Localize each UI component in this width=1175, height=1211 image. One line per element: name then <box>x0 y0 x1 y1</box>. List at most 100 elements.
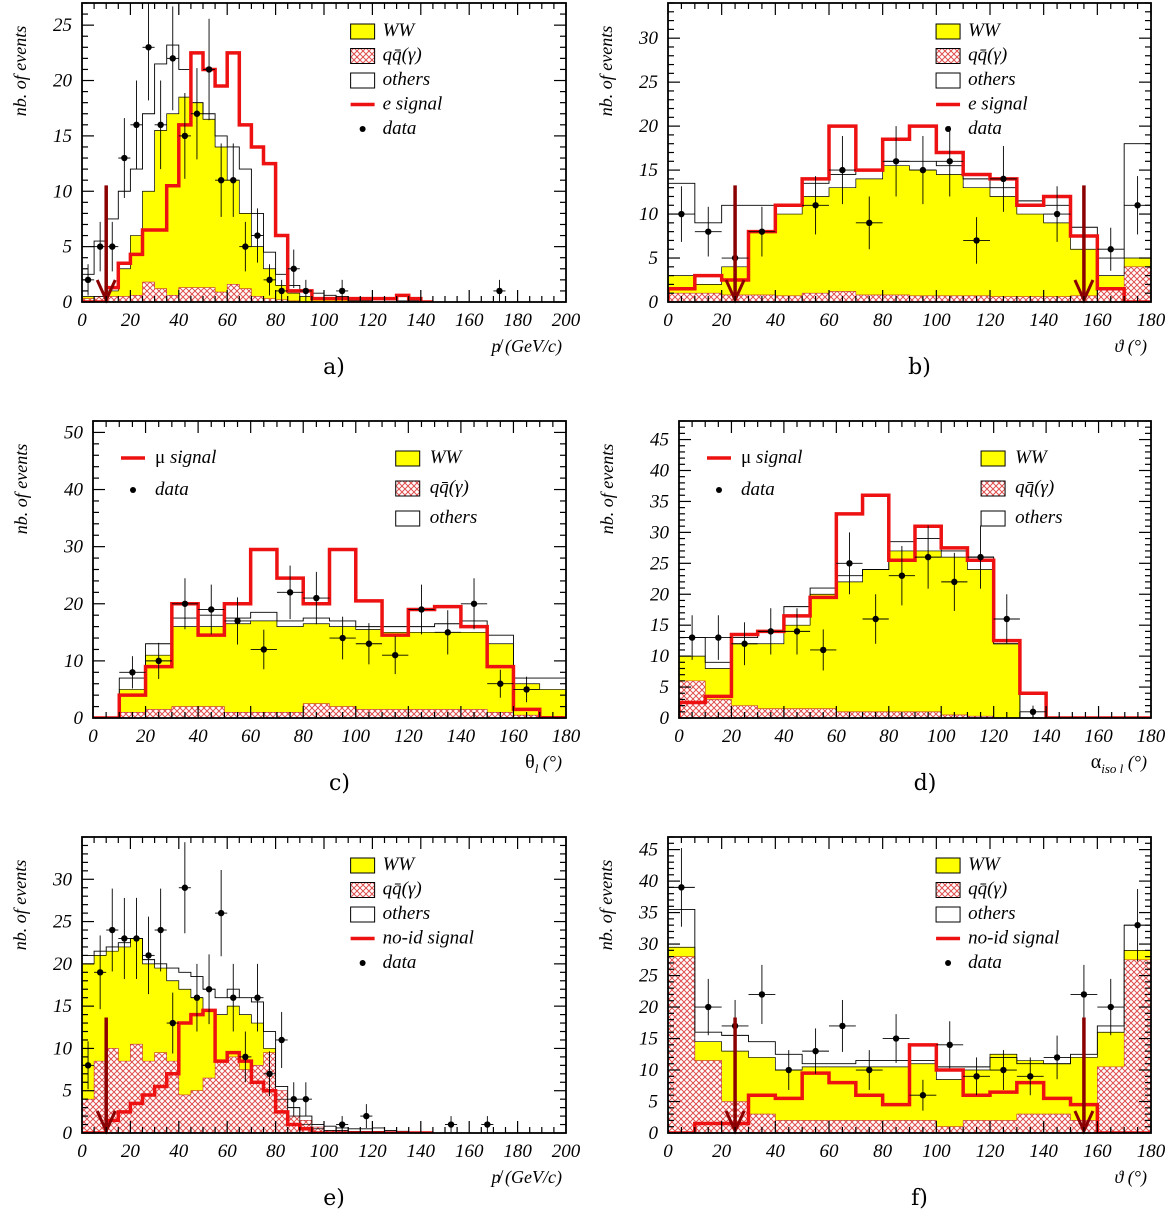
data-point <box>142 3 155 101</box>
x-axis-label: ϑ (°) <box>1114 336 1147 357</box>
legend-label-others: others <box>968 69 1016 90</box>
legend-label-data: data <box>968 118 1002 139</box>
x-tick-label: 60 <box>827 726 847 747</box>
legend: WW qq̄(γ) others e signal data <box>350 20 442 139</box>
y-tick-label: 25 <box>639 966 658 987</box>
data-marker <box>302 287 310 295</box>
data-point <box>94 935 107 1010</box>
x-tick-label: 80 <box>873 310 893 331</box>
data-point <box>915 525 942 589</box>
x-tick-label: 80 <box>294 726 314 747</box>
x-tick-label: 180 <box>1137 726 1166 747</box>
legend-label-others: others <box>968 903 1016 924</box>
data-marker <box>254 232 261 239</box>
chart-panel-f: 0 20 40 60 80 100 120 140 160 180 0 5 10 15 20 25 30 35 40… <box>596 836 1166 1211</box>
x-tick-label: 160 <box>1083 310 1112 331</box>
x-tick-label: 100 <box>310 310 339 331</box>
signal-histogram <box>668 1043 1151 1133</box>
legend-label-ww: WW <box>1015 447 1049 468</box>
data-marker <box>793 628 801 635</box>
data-marker <box>946 158 953 165</box>
data-marker <box>155 657 162 665</box>
legend-swatch-ww <box>395 450 421 467</box>
legend: μ signal data WW qq̄(γ) others <box>707 447 1063 528</box>
x-tick-label: 40 <box>169 310 189 331</box>
data-marker <box>1027 1073 1034 1080</box>
data-point <box>130 80 143 170</box>
legend-label-data: data <box>383 118 417 139</box>
legend-label-data: data <box>741 479 775 500</box>
data-marker <box>121 935 128 942</box>
y-tick-label: 10 <box>53 181 73 202</box>
y-tick-label: 15 <box>639 160 658 181</box>
plot-area-a <box>82 3 506 302</box>
legend-swatch-ww <box>350 857 376 874</box>
data-marker <box>484 1121 491 1128</box>
data-point <box>94 221 107 272</box>
qq-histogram <box>679 680 1151 718</box>
data-point <box>705 615 732 660</box>
data-marker <box>84 276 92 284</box>
y-tick-label: 0 <box>649 1123 659 1144</box>
data-point <box>198 584 225 635</box>
data-marker <box>208 606 215 613</box>
legend-swatch-ww <box>935 23 961 40</box>
data-point <box>941 552 968 611</box>
x-tick-label: 140 <box>1032 726 1061 747</box>
data-marker <box>260 646 268 653</box>
data-marker <box>205 986 213 993</box>
data-point <box>215 143 228 217</box>
data-marker <box>109 243 116 250</box>
data-point <box>434 610 461 655</box>
data-marker <box>338 287 346 295</box>
data-point <box>166 992 179 1054</box>
data-marker <box>523 686 530 693</box>
y-axis-label: nb. of events <box>597 444 617 534</box>
legend-label-others: others <box>383 903 431 924</box>
data-point <box>178 842 191 934</box>
data-point <box>829 136 856 205</box>
data-point <box>154 80 167 170</box>
y-tick-label: 25 <box>650 553 669 574</box>
y-tick-label: 0 <box>63 1123 73 1144</box>
legend-swatch-others <box>395 510 421 527</box>
data-point <box>1016 1057 1044 1096</box>
data-point <box>936 1021 964 1069</box>
data-point <box>963 217 990 264</box>
x-tick-label: 100 <box>922 1141 951 1162</box>
cut-arrow <box>1073 185 1095 304</box>
data-point <box>493 279 506 302</box>
chart-panel-b: 0 20 40 60 80 100 120 140 160 180 0 5 10 15 20 25 30 nb. … <box>596 2 1166 380</box>
data-marker <box>181 600 189 607</box>
data-marker <box>302 1095 310 1103</box>
y-tick-label: 10 <box>53 1038 73 1059</box>
legend-swatch-data <box>716 487 722 493</box>
data-marker <box>892 158 900 165</box>
data-marker <box>1000 175 1007 183</box>
data-point <box>829 999 856 1052</box>
x-tick-label: 60 <box>820 310 840 331</box>
data-marker <box>157 121 164 129</box>
x-tick-label: 120 <box>358 310 387 331</box>
legend: μ signal data WW qq̄(γ) others <box>121 447 477 528</box>
data-point <box>802 1028 829 1074</box>
data-point <box>855 1050 883 1090</box>
legend-label-data: data <box>383 952 417 973</box>
x-tick-label: 40 <box>766 310 786 331</box>
x-tick-label: 180 <box>1137 1141 1166 1162</box>
x-tick-label: 60 <box>241 726 261 747</box>
data-point <box>862 594 889 644</box>
data-point <box>694 206 722 257</box>
x-tick-label: 140 <box>407 1141 436 1162</box>
legend-label-data: data <box>968 952 1002 973</box>
data-marker <box>254 994 261 1001</box>
signal-histogram <box>668 124 1151 302</box>
data-point <box>336 279 349 302</box>
data-point <box>215 869 228 957</box>
x-tick-label: 80 <box>879 726 899 747</box>
legend-swatch-data <box>359 960 366 966</box>
x-tick-label: 120 <box>358 1141 387 1162</box>
data-marker <box>866 1066 873 1074</box>
data-point <box>783 608 811 655</box>
